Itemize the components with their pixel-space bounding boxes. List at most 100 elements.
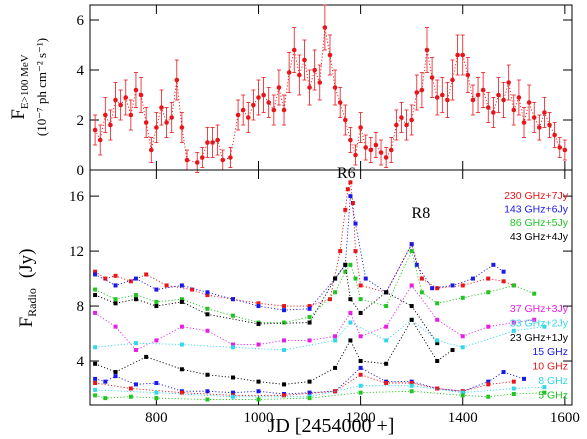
point: [251, 102, 256, 108]
point: [542, 110, 547, 115]
series-line: [94, 196, 504, 311]
point: [93, 376, 98, 381]
point: [450, 348, 455, 353]
series-line: [94, 249, 535, 323]
series-line: [94, 390, 545, 400]
point: [307, 304, 312, 309]
point: [138, 92, 144, 98]
point: [460, 295, 465, 300]
point: [409, 249, 414, 254]
point: [409, 242, 414, 247]
point: [342, 117, 348, 123]
point: [440, 92, 445, 98]
point: [542, 385, 547, 390]
point: [409, 283, 414, 288]
point: [424, 47, 430, 53]
point: [409, 383, 414, 388]
x-axis-label: JD [2454000 +]: [268, 415, 395, 437]
point: [384, 381, 389, 386]
series: [92, 4, 568, 173]
point: [399, 115, 404, 120]
point: [97, 137, 103, 143]
point: [93, 269, 98, 274]
point: [384, 361, 389, 366]
point: [133, 293, 138, 298]
y-tick-label: 4: [77, 354, 85, 370]
plot-frame: [89, 169, 573, 406]
point: [333, 365, 338, 370]
point: [317, 80, 323, 85]
y-tick-label: 6: [77, 13, 85, 29]
point: [475, 92, 481, 98]
point: [511, 379, 516, 384]
point: [384, 304, 389, 309]
point: [419, 87, 425, 93]
point: [179, 342, 184, 347]
y-tick-label: 2: [77, 113, 85, 129]
point: [307, 379, 312, 384]
point: [532, 317, 537, 322]
point: [113, 370, 118, 375]
point: [435, 301, 440, 306]
point: [286, 70, 292, 75]
point: [144, 272, 149, 277]
point: [486, 276, 491, 281]
legend-entry: 15 GHz: [532, 346, 568, 358]
point: [358, 310, 363, 315]
point: [348, 297, 353, 302]
point: [409, 304, 414, 309]
point: [103, 379, 108, 384]
point: [118, 102, 123, 108]
x-tick-label: 1400: [448, 410, 478, 426]
point: [388, 147, 394, 153]
point: [542, 324, 547, 329]
point: [256, 389, 261, 394]
point: [113, 297, 118, 302]
series: [93, 317, 455, 387]
point: [179, 390, 184, 395]
point: [148, 147, 154, 153]
point: [511, 107, 517, 113]
series: [93, 383, 547, 399]
point: [261, 92, 266, 98]
point: [256, 397, 261, 402]
point: [485, 105, 491, 110]
point: [333, 334, 338, 339]
series-line: [94, 284, 535, 351]
point: [164, 120, 169, 125]
point: [282, 338, 287, 343]
point: [179, 299, 184, 304]
legend-entry: 37 GHz+3Jy: [510, 303, 569, 315]
point: [256, 342, 261, 347]
point: [562, 147, 568, 153]
point: [470, 97, 476, 103]
point: [154, 396, 159, 401]
point: [179, 297, 184, 302]
point: [133, 87, 139, 93]
legend-entry: 33 GHz+2Jy: [510, 317, 569, 329]
point: [435, 338, 440, 343]
point: [133, 382, 138, 387]
plot-frame: [89, 4, 573, 171]
point: [128, 279, 133, 284]
legend-entry: 143 GHz+6Jy: [504, 204, 569, 216]
series-line: [94, 318, 453, 385]
point: [205, 372, 210, 377]
point: [353, 152, 358, 158]
y-axis-units: (10⁻⁷ ph cm⁻² s⁻¹): [34, 38, 49, 136]
point: [200, 155, 205, 160]
point: [532, 291, 537, 296]
point: [220, 157, 226, 163]
point: [205, 293, 210, 298]
point: [460, 283, 465, 288]
point: [93, 381, 98, 386]
point: [103, 396, 108, 401]
point: [133, 341, 138, 346]
point: [409, 389, 414, 394]
point: [383, 155, 389, 160]
point: [276, 85, 282, 90]
point: [271, 107, 277, 113]
y-tick-label: 8: [77, 299, 85, 315]
point: [338, 249, 343, 254]
